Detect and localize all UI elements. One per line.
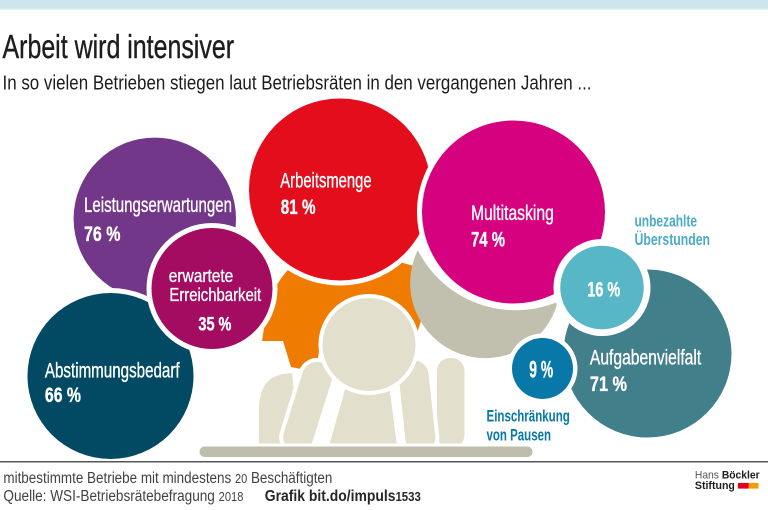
svg-text:von Pausen: von Pausen xyxy=(487,425,552,444)
svg-text:Überstunden: Überstunden xyxy=(635,230,711,249)
svg-text:Leistungserwartungen: Leistungserwartungen xyxy=(84,194,232,217)
svg-text:76 %: 76 % xyxy=(84,223,121,246)
svg-text:Hans Böckler: Hans Böckler xyxy=(695,469,760,481)
svg-text:In so vielen Betrieben stiegen: In so vielen Betrieben stiegen laut Betr… xyxy=(3,71,592,94)
svg-text:66 %: 66 % xyxy=(45,384,81,407)
svg-text:mitbestimmte Betriebe mit mind: mitbestimmte Betriebe mit mindestens 20 … xyxy=(3,470,332,487)
svg-text:Aufgabenvielfalt: Aufgabenvielfalt xyxy=(590,347,701,370)
svg-text:Abstimmungsbedarf: Abstimmungsbedarf xyxy=(45,360,180,383)
svg-text:Quelle: WSI-Betriebsrätebefrag: Quelle: WSI-Betriebsrätebefragung 2018 xyxy=(3,488,243,505)
svg-text:Multitasking: Multitasking xyxy=(471,202,554,225)
svg-text:74 %: 74 % xyxy=(471,228,505,251)
svg-text:erwartete: erwartete xyxy=(169,265,234,286)
svg-text:Grafik bit.do/impuls1533: Grafik bit.do/impuls1533 xyxy=(265,488,421,505)
svg-text:35 %: 35 % xyxy=(198,314,231,336)
svg-text:Erreichbarkeit: Erreichbarkeit xyxy=(169,284,261,305)
svg-text:81 %: 81 % xyxy=(281,196,316,219)
svg-text:Einschränkung: Einschränkung xyxy=(487,407,570,426)
svg-text:unbezahlte: unbezahlte xyxy=(635,212,698,231)
svg-text:9 %: 9 % xyxy=(529,356,553,383)
svg-text:Arbeit wird intensiver: Arbeit wird intensiver xyxy=(3,29,234,66)
svg-text:Arbeitsmenge: Arbeitsmenge xyxy=(280,170,371,193)
svg-text:71 %: 71 % xyxy=(590,373,627,396)
svg-text:16 %: 16 % xyxy=(587,279,620,302)
svg-text:Stiftung: Stiftung xyxy=(695,480,735,492)
